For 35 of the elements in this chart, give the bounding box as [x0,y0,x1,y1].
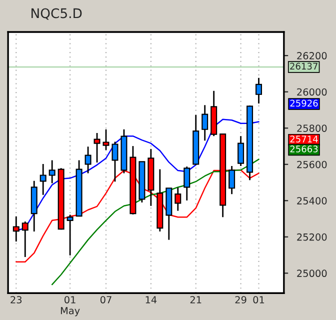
y-tick-label: 25200 [297,233,327,241]
x-tick-label: 23 [10,296,22,304]
candlestick [228,165,236,195]
candlestick [184,166,190,202]
candlestick [12,216,20,242]
candlestick [40,163,46,196]
candlestick [22,220,28,258]
candlestick [238,135,244,167]
candlestick [174,186,182,212]
x-tick-label: 01 May [60,296,80,316]
ref-line-label: 26137 [290,62,318,70]
candlestick [102,128,110,151]
candlestick [94,132,100,164]
chart-title: NQC5.D [32,8,82,20]
x-tick-label: 29 [235,296,246,304]
x-tick-label: 07 [100,296,112,304]
y-tick-label: 25400 [297,197,327,204]
x-tick-label: 14 [146,296,157,304]
candlestick [66,214,74,256]
text: 25663 [290,146,318,152]
y-tick-label: 25800 [297,124,327,132]
line-series [51,158,260,286]
candlestick [256,77,262,104]
y-tick-label: 26200 [297,52,327,60]
candlestick [112,141,118,182]
y-tick-label: 26000 [297,88,327,96]
y-tick-label: 25600 [297,160,327,168]
x-tick-label: 01 [253,296,264,304]
candlestick [48,160,56,184]
y-tick-label: 25000 [297,270,327,278]
x-tick-label: 21 [190,296,202,304]
text: 25926 [290,100,318,107]
candlestick [84,146,92,174]
text: 25714 [290,136,318,142]
candlestick [202,104,208,142]
